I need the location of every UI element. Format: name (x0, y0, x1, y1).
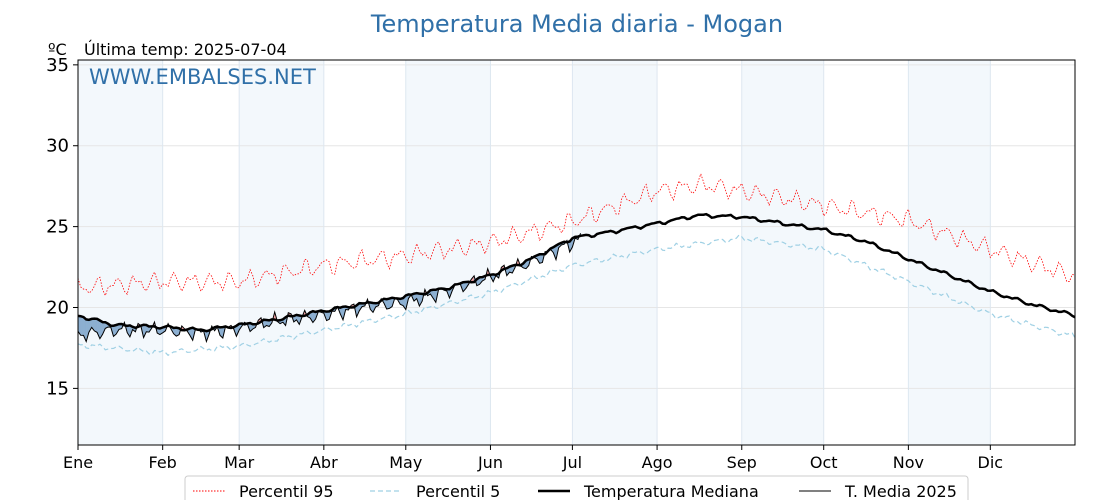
watermark: WWW.EMBALSES.NET (89, 65, 316, 89)
last-temp-label: Última temp: 2025-07-04 (84, 40, 287, 59)
legend-label-p95: Percentil 95 (239, 482, 334, 500)
difference-fill (94, 318, 98, 333)
x-tick-label: May (389, 453, 422, 472)
month-band (572, 60, 658, 445)
plot-frame (77, 59, 1076, 446)
series-line-percentil-95 (77, 172, 1076, 297)
x-tick-label: Sep (727, 453, 757, 472)
x-tick-label: Oct (810, 453, 838, 472)
x-tick-label: Jun (477, 453, 503, 472)
legend-label-median: Temperatura Mediana (583, 482, 759, 500)
series-line-percentil-5 (77, 234, 1076, 357)
x-tick-label: Ene (63, 453, 93, 472)
month-band (239, 60, 324, 445)
unit-label: ºC (48, 40, 67, 59)
y-tick-label: 25 (46, 217, 69, 238)
legend-label-t2025: T. Media 2025 (844, 482, 957, 500)
legend: Percentil 95 Percentil 5 Temperatura Med… (184, 475, 969, 500)
month-band (908, 60, 991, 445)
series-line-temperatura-mediana (77, 212, 1076, 333)
plot-area (77, 60, 1076, 445)
difference-fill (80, 315, 84, 336)
x-tick-label: Dic (978, 453, 1004, 472)
x-tick-label: Mar (224, 453, 255, 472)
y-tick-label: 30 (46, 136, 69, 157)
month-band (78, 60, 163, 445)
y-tick-label: 20 (46, 298, 69, 319)
series-line-t-media-2025 (77, 233, 582, 344)
y-tick-label: 35 (46, 55, 69, 76)
x-tick-label: Abr (310, 453, 338, 472)
difference-fill (539, 254, 543, 264)
x-tick-label: Feb (149, 453, 177, 472)
month-bands (78, 60, 991, 445)
month-band (405, 60, 491, 445)
x-tick-label: Ago (642, 453, 673, 472)
legend-box (184, 475, 969, 500)
x-tick-label: Nov (893, 453, 924, 472)
y-tick-label: 15 (46, 378, 69, 399)
month-band (741, 60, 824, 445)
chart-title: Temperatura Media diaria - Mogan (370, 10, 783, 38)
y-axis: 15 20 25 30 35 (46, 55, 78, 399)
legend-label-p5: Percentil 5 (416, 482, 500, 500)
x-tick-label: Jul (562, 453, 582, 472)
x-axis: Ene Feb Mar Abr May Jun Jul Ago Sep Oct Nov Dic (63, 445, 1003, 472)
series-lines (77, 172, 1076, 357)
grid-lines (77, 60, 1075, 445)
